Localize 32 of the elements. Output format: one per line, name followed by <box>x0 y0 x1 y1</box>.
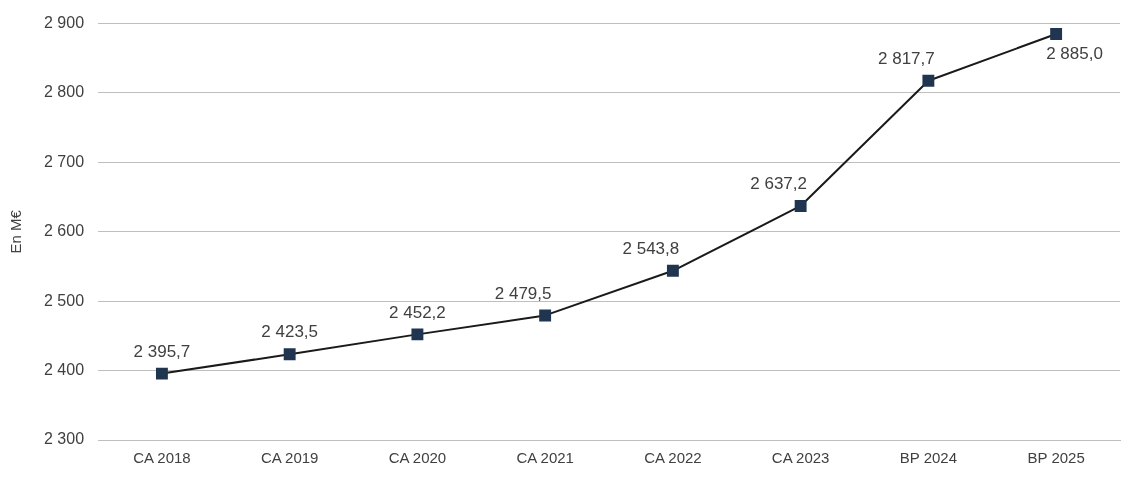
y-tick-label: 2 400 <box>43 361 85 379</box>
y-tick-label: 2 800 <box>43 83 85 101</box>
point <box>539 309 552 322</box>
x-tick-label: CA 2020 <box>388 449 447 467</box>
y-tick-label: 2 700 <box>43 152 85 170</box>
y-tick-label: 2 600 <box>43 222 85 240</box>
x-tick-label: CA 2019 <box>260 449 319 467</box>
data-label: 2 452,2 <box>389 302 446 322</box>
point <box>794 200 807 212</box>
y-axis-title: En M€ <box>7 209 25 254</box>
data-label: 2 395,7 <box>133 341 191 361</box>
data-label: 2 637,2 <box>750 174 807 194</box>
x-tick-label: CA 2018 <box>133 449 191 467</box>
x-tick-label: BP 2025 <box>1027 449 1085 467</box>
y-tick-label: 2 900 <box>43 14 85 32</box>
point <box>1050 28 1063 40</box>
y-tick-label: 2 500 <box>43 291 85 309</box>
data-label: 2 479,5 <box>494 283 552 303</box>
x-tick-label: CA 2023 <box>771 449 830 467</box>
data-label: 2 543,8 <box>622 238 680 258</box>
x-tick-label: CA 2021 <box>516 449 574 467</box>
data-label: 2 885,0 <box>1046 44 1103 64</box>
point <box>922 74 935 87</box>
point <box>155 367 168 380</box>
data-label: 2 817,7 <box>878 48 935 68</box>
point <box>666 264 679 277</box>
x-tick-label: BP 2024 <box>899 449 958 467</box>
point <box>283 348 296 361</box>
data-label: 2 423,5 <box>261 322 319 342</box>
point <box>411 328 424 341</box>
x-tick-label: CA 2022 <box>644 449 702 467</box>
y-tick-label: 2 300 <box>43 430 85 448</box>
